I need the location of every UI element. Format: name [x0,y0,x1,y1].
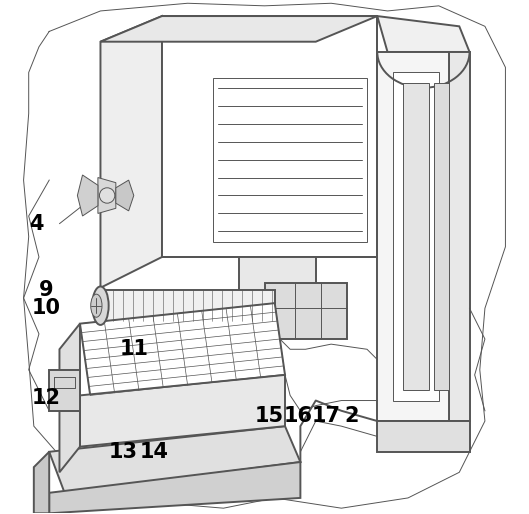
Text: 10: 10 [32,298,61,318]
Text: 17: 17 [312,406,341,426]
Text: 15: 15 [255,406,284,426]
Ellipse shape [92,286,108,325]
Polygon shape [449,52,470,421]
Polygon shape [393,72,439,400]
Polygon shape [101,16,162,288]
Polygon shape [49,426,300,493]
Polygon shape [49,462,300,513]
Polygon shape [101,290,275,321]
Polygon shape [34,452,49,513]
Text: 2: 2 [344,406,359,426]
Polygon shape [162,16,377,257]
Polygon shape [101,16,377,42]
Polygon shape [77,175,98,216]
Circle shape [99,188,115,203]
Ellipse shape [91,294,102,317]
Polygon shape [264,283,346,339]
Text: 9: 9 [39,280,54,300]
Polygon shape [80,375,285,447]
Polygon shape [59,324,80,472]
Polygon shape [377,52,449,421]
Polygon shape [403,83,428,390]
Polygon shape [434,83,449,390]
Polygon shape [377,421,470,452]
Polygon shape [80,303,285,395]
Polygon shape [213,78,367,242]
Text: 16: 16 [284,406,312,426]
Text: 4: 4 [29,214,43,234]
Polygon shape [98,177,116,213]
Text: 14: 14 [140,442,169,462]
Text: 13: 13 [109,442,138,462]
Polygon shape [116,180,134,211]
Text: 12: 12 [32,388,61,408]
Polygon shape [49,370,80,411]
Text: 11: 11 [119,339,148,359]
Polygon shape [377,16,470,52]
Polygon shape [239,257,316,293]
